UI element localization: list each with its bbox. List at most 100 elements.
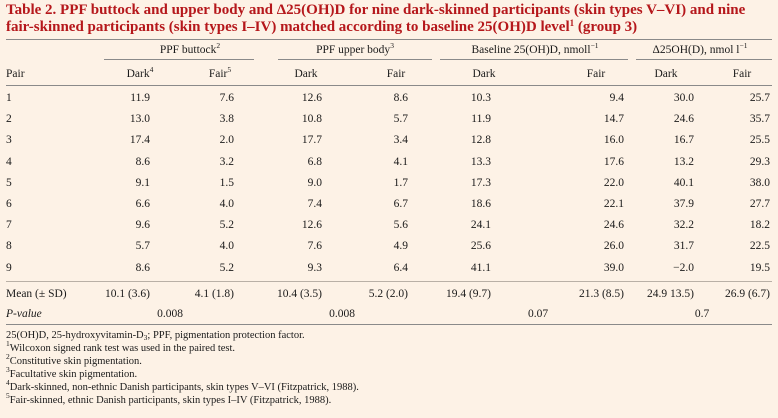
cell-fair-delta: 38.0: [749, 176, 770, 189]
header-rule: [6, 85, 772, 86]
row-pair-label: 8: [6, 240, 12, 253]
row-pair-label: 9: [6, 261, 12, 274]
cell-dark-upper: 10.8: [301, 113, 322, 126]
cell-fair-baseline: 26.0: [603, 240, 624, 253]
mean-fair-upper: 5.2 (2.0): [368, 288, 408, 300]
row-pair-label: 7: [6, 219, 12, 232]
pvalue-ppf-buttock: 0.008: [157, 308, 183, 320]
cell-dark-baseline: 41.1: [470, 261, 491, 274]
group-underline-3: [440, 59, 628, 60]
group-underline-2: [278, 59, 432, 60]
pvalue-delta: 0.7: [694, 308, 710, 320]
row-pair-label: 1: [6, 92, 12, 104]
mean-rule: [6, 281, 772, 282]
col-header-fair-buttock: Fair5: [208, 65, 232, 80]
group-header-ppf-buttock: PPF buttock2: [159, 41, 221, 56]
mean-fair-delta: 26.9 (6.7): [724, 288, 770, 300]
pvalue-ppf-upper: 0.008: [329, 308, 355, 320]
cell-dark-baseline: 17.3: [470, 176, 491, 189]
col-header-dark-buttock: Dark4: [126, 65, 154, 80]
footnote-4: 4Dark-skinned, non-ethnic Danish partici…: [6, 378, 359, 393]
cell-fair-baseline: 39.0: [603, 261, 624, 274]
col-header-fair-upper: Fair: [386, 68, 406, 80]
mean-row-label: Mean (± SD): [6, 288, 67, 300]
cell-fair-delta: 22.5: [749, 240, 770, 253]
mean-dark-buttock: 10.1 (3.6): [104, 288, 150, 300]
cell-fair-delta: 25.5: [749, 134, 770, 147]
cell-fair-buttock: 1.5: [219, 176, 234, 189]
row-pair-label: 6: [6, 198, 12, 210]
cell-fair-baseline: 17.6: [603, 155, 624, 168]
cell-fair-upper: 1.7: [393, 176, 408, 189]
cell-fair-upper: 4.1: [393, 155, 408, 168]
group-underline-4: [636, 59, 772, 60]
cell-dark-upper: 7.4: [307, 198, 322, 210]
cell-fair-baseline: 9.4: [609, 92, 624, 104]
cell-fair-upper: 5.6: [393, 219, 408, 232]
cell-dark-buttock: 8.6: [135, 155, 150, 168]
cell-fair-upper: 4.9: [393, 240, 408, 253]
cell-dark-baseline: 24.1: [470, 219, 491, 232]
cell-fair-buttock: 7.6: [219, 92, 234, 104]
cell-fair-buttock: 3.2: [219, 155, 234, 168]
mean-dark-baseline: 19.4 (9.7): [445, 288, 491, 300]
cell-dark-baseline: 18.6: [470, 198, 491, 210]
cell-dark-delta: 40.1: [673, 176, 694, 189]
footnote-2: 2Constitutive skin pigmentation.: [6, 352, 142, 367]
cell-fair-buttock: 4.0: [219, 240, 234, 253]
cell-fair-buttock: 5.2: [219, 219, 234, 232]
col-header-fair-baseline: Fair: [586, 68, 606, 80]
row-pair-label: 3: [6, 134, 12, 147]
cell-dark-baseline: 10.3: [470, 92, 491, 104]
col-header-dark-upper: Dark: [294, 68, 318, 80]
cell-fair-upper: 3.4: [393, 134, 408, 147]
group-header-ppf-upper-body: PPF upper body3: [316, 41, 394, 56]
cell-fair-buttock: 4.0: [219, 198, 234, 210]
cell-dark-upper: 12.6: [301, 92, 322, 104]
cell-dark-buttock: 6.6: [135, 198, 150, 210]
mean-fair-baseline: 21.3 (8.5): [578, 288, 624, 300]
row-pair-label: 5: [6, 176, 12, 189]
pvalue-row-label: P-value: [6, 308, 42, 320]
footnote-3: 3Facultative skin pigmentation.: [6, 365, 138, 380]
cell-fair-upper: 6.7: [393, 198, 408, 210]
cell-dark-upper: 17.7: [301, 134, 322, 147]
cell-fair-upper: 8.6: [393, 92, 408, 104]
cell-dark-baseline: 25.6: [470, 240, 491, 253]
row-pair-label: 4: [6, 155, 12, 168]
pvalue-baseline: 0.07: [527, 308, 549, 320]
cell-fair-delta: 29.3: [749, 155, 770, 168]
cell-fair-baseline: 14.7: [603, 113, 624, 126]
cell-dark-delta: 24.6: [673, 113, 694, 126]
col-header-dark-delta: Dark: [654, 68, 678, 80]
top-rule: [6, 39, 772, 40]
group-header-delta-25ohd: Δ25OH(D), nmol l−1: [652, 41, 748, 56]
cell-fair-upper: 5.7: [393, 113, 408, 126]
cell-dark-upper: 6.8: [307, 155, 322, 168]
cell-dark-baseline: 12.8: [470, 134, 491, 147]
cell-dark-delta: 16.7: [673, 134, 694, 147]
cell-dark-buttock: 11.9: [130, 92, 150, 104]
cell-fair-baseline: 16.0: [603, 134, 624, 147]
cell-dark-buttock: 9.6: [135, 219, 150, 232]
footnote-abbreviations: 25(OH)D, 25-hydroxyvitamin-D3; PPF, pigm…: [6, 330, 305, 342]
footnote-1: 1Wilcoxon signed rank test was used in t…: [6, 339, 236, 354]
row-pair-label: 2: [6, 113, 12, 126]
table-title: Table 2. PPF buttock and upper body and …: [6, 2, 772, 36]
cell-fair-delta: 35.7: [749, 113, 770, 126]
cell-dark-buttock: 8.6: [135, 261, 150, 274]
bottom-rule: [6, 324, 772, 325]
title-line-1: Table 2. PPF buttock and upper body and …: [6, 2, 746, 18]
mean-dark-delta: 24.9 13.5): [647, 288, 694, 300]
cell-fair-buttock: 2.0: [219, 134, 234, 147]
col-header-pair: Pair: [6, 68, 25, 80]
cell-fair-upper: 6.4: [393, 261, 408, 274]
cell-fair-delta: 25.7: [749, 92, 770, 104]
cell-dark-delta: 32.2: [673, 219, 694, 232]
col-header-dark-baseline: Dark: [472, 68, 496, 80]
cell-dark-buttock: 13.0: [129, 113, 150, 126]
cell-fair-buttock: 3.8: [219, 113, 234, 126]
cell-dark-buttock: 5.7: [135, 240, 150, 253]
cell-dark-upper: 12.6: [301, 219, 322, 232]
col-header-fair-delta: Fair: [732, 68, 752, 80]
